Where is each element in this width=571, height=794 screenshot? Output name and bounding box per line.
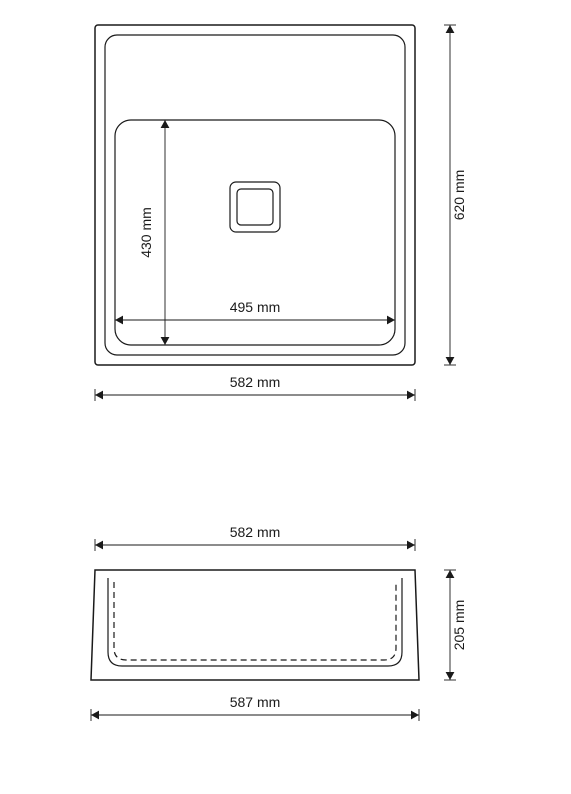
dim-side-bottom-587: 587 mm: [91, 694, 419, 721]
side-inner-dashed: [114, 582, 396, 660]
side-inner-solid: [108, 578, 402, 666]
side-view: [91, 570, 419, 680]
dim-top-height-620: 620 mm: [444, 25, 467, 365]
dim-side-height-205: 205 mm: [444, 570, 467, 680]
dim-basin-width-495-label: 495 mm: [230, 299, 281, 315]
dim-basin-width-495: 495 mm: [115, 299, 395, 324]
dim-top-width-582-label: 582 mm: [230, 374, 281, 390]
dim-top-height-620-label: 620 mm: [451, 170, 467, 221]
dim-basin-height-430: 430 mm: [138, 120, 169, 345]
dim-side-top-582: 582 mm: [95, 524, 415, 551]
dim-side-height-205-label: 205 mm: [451, 600, 467, 651]
dim-side-top-582-label: 582 mm: [230, 524, 281, 540]
dim-side-bottom-587-label: 587 mm: [230, 694, 281, 710]
dim-basin-height-430-label: 430 mm: [138, 207, 154, 258]
dim-top-width-582: 582 mm: [95, 374, 415, 401]
side-outer: [91, 570, 419, 680]
